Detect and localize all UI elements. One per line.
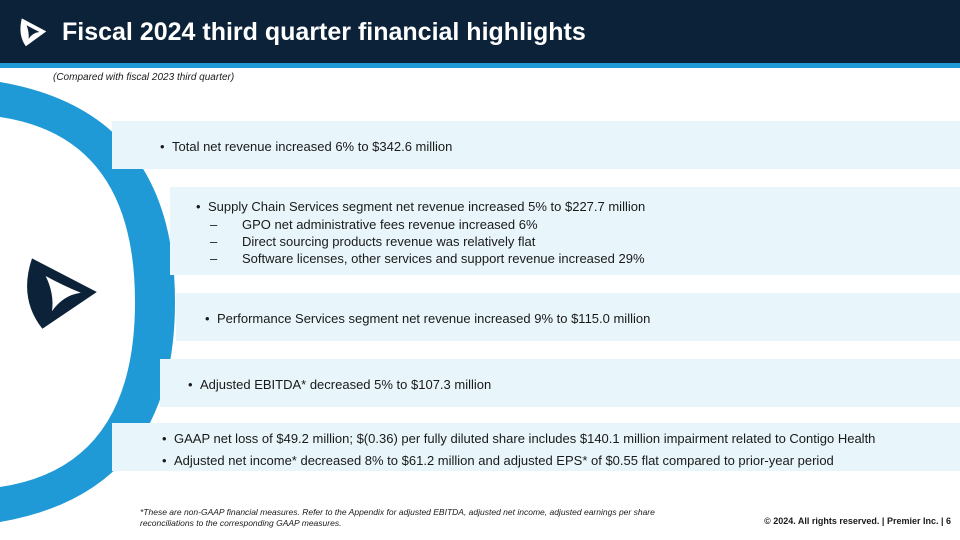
copyright-footer: © 2024. All rights reserved. | Premier I… xyxy=(764,516,951,526)
bullet-adjusted-net-income: • Adjusted net income* decreased 8% to $6… xyxy=(162,453,834,468)
comparison-subtitle: (Compared with fiscal 2023 third quarter… xyxy=(53,72,235,83)
bullet-marker: • xyxy=(162,453,167,468)
non-gaap-footnote: *These are non-GAAP financial measures. … xyxy=(140,507,655,528)
bullet-marker: • xyxy=(196,199,201,214)
decorative-arc xyxy=(0,82,175,522)
dash-marker: – xyxy=(210,234,218,249)
header-bar xyxy=(0,0,960,63)
subbullet-gpo-fees: – GPO net administrative fees revenue inc… xyxy=(210,217,538,232)
bullet-marker: • xyxy=(205,311,210,326)
premier-logo-icon xyxy=(27,258,97,329)
bullet-adjusted-ebitda: • Adjusted EBITDA* decreased 5% to $107.3… xyxy=(188,377,492,392)
highlight-band-adjusted-ebitda xyxy=(160,359,960,407)
bullet-marker: • xyxy=(160,139,165,154)
highlight-band-performance-services xyxy=(176,293,960,341)
highlight-band-gaap-net xyxy=(112,423,960,471)
dash-marker: – xyxy=(210,251,218,266)
header-accent-stripe xyxy=(0,63,960,68)
bullet-performance-services: • Performance Services segment net revenu… xyxy=(205,311,651,326)
bullet-marker: • xyxy=(188,377,193,392)
premier-logo-icon xyxy=(20,18,47,47)
highlight-band-total-revenue xyxy=(112,121,960,169)
bullet-marker: • xyxy=(162,431,167,446)
subbullet-software-licenses: – Software licenses, other services and s… xyxy=(210,251,645,266)
highlight-band-supply-chain xyxy=(170,187,960,275)
bullet-gaap-net-loss: • GAAP net loss of $49.2 million; $(0.36)… xyxy=(162,431,876,446)
subbullet-direct-sourcing: – Direct sourcing products revenue was re… xyxy=(210,234,536,249)
dash-marker: – xyxy=(210,217,218,232)
bullet-supply-chain: • Supply Chain Services segment net reven… xyxy=(196,199,646,214)
bullet-total-revenue: • Total net revenue increased 6% to $342.… xyxy=(160,139,453,154)
page-title: Fiscal 2024 third quarter financial high… xyxy=(62,18,586,46)
